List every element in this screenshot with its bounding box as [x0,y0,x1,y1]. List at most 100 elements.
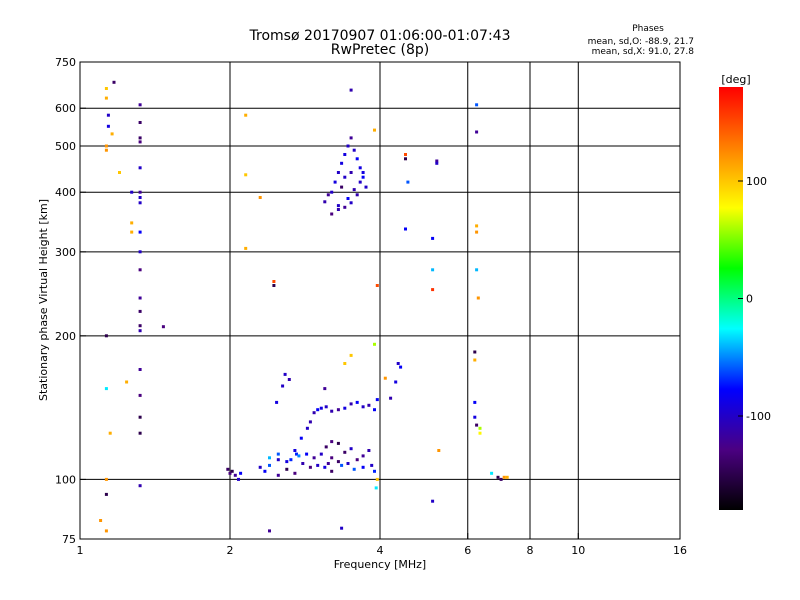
data-point [138,230,142,234]
y-tick-label: 75 [62,533,76,546]
data-point [293,449,297,452]
data-point [104,87,108,90]
data-point [268,463,271,467]
x-tick-label: 16 [673,544,687,557]
data-point [138,201,142,205]
data-point [104,96,108,100]
data-point [343,362,347,365]
data-point [287,378,291,381]
data-point [336,408,340,412]
data-point [336,171,340,174]
data-point [275,400,279,404]
data-point [138,166,142,170]
data-point [346,144,350,148]
data-point [374,486,378,490]
data-point [130,221,134,225]
data-point [138,190,142,194]
data-point [373,128,376,132]
data-point [316,463,320,467]
data-point [138,324,142,328]
data-point [475,103,479,107]
data-point [138,484,142,488]
data-point [478,426,482,430]
data-point [475,423,479,427]
data-point [431,288,435,292]
x-tick-label: 4 [377,544,384,557]
data-point [305,452,309,456]
data-point [323,387,327,391]
data-point [104,148,108,152]
data-point [138,393,142,397]
colorbar-label: [deg] [721,73,750,86]
data-point [475,268,479,272]
data-point [258,465,262,469]
data-point [295,452,298,456]
data-point [435,159,439,163]
data-point [361,405,365,409]
data-point [355,400,359,404]
y-tick-label: 100 [55,473,76,486]
data-point [475,224,479,228]
data-point [330,456,334,460]
data-point [305,426,309,430]
data-point [297,454,301,458]
data-point [138,250,142,254]
data-point [349,447,353,451]
data-point [319,452,323,456]
data-point [268,456,271,460]
phases-line-o: mean, sd,O: -88.9, 21.7 [588,37,694,47]
data-point [340,161,344,165]
data-point [352,188,356,192]
data-point [312,411,316,415]
data-point [406,180,410,184]
data-point [431,268,435,272]
x-axis-title: Frequency [MHz] [334,558,426,571]
colorbar-ticks: 100 0 -100 [738,175,771,423]
data-point [104,387,108,391]
data-point [138,431,142,435]
data-point [330,469,334,473]
data-point [108,431,112,435]
data-point [431,236,435,240]
data-point [404,227,407,231]
data-point [324,445,328,449]
data-point [330,212,334,216]
data-point [358,166,362,170]
data-point [324,405,328,409]
data-point [104,529,108,533]
data-point [138,136,142,140]
data-point [276,473,280,477]
data-point [138,329,142,333]
data-point [343,450,347,454]
data-point [358,180,362,184]
data-point [364,185,368,189]
x-tick-label: 8 [527,544,534,557]
data-point [435,161,439,165]
data-point [340,463,344,467]
data-point [138,415,142,419]
data-point [361,175,365,179]
data-point [437,449,441,452]
data-point [330,409,334,413]
data-point [349,402,353,406]
data-point [301,462,305,465]
grid [80,62,680,539]
data-point [399,365,403,369]
data-point [130,230,134,234]
data-point [258,196,262,199]
data-point [473,350,477,354]
data-point [355,458,359,462]
data-point [367,403,371,407]
data-point [104,492,108,496]
data-point [352,467,356,471]
data-point [138,296,142,300]
data-point [389,396,393,400]
data-point [367,449,371,452]
data-point [349,353,353,357]
data-point [404,157,407,161]
data-point [104,477,108,481]
data-point [104,144,108,148]
data-point [352,148,356,152]
data-point [373,408,376,412]
